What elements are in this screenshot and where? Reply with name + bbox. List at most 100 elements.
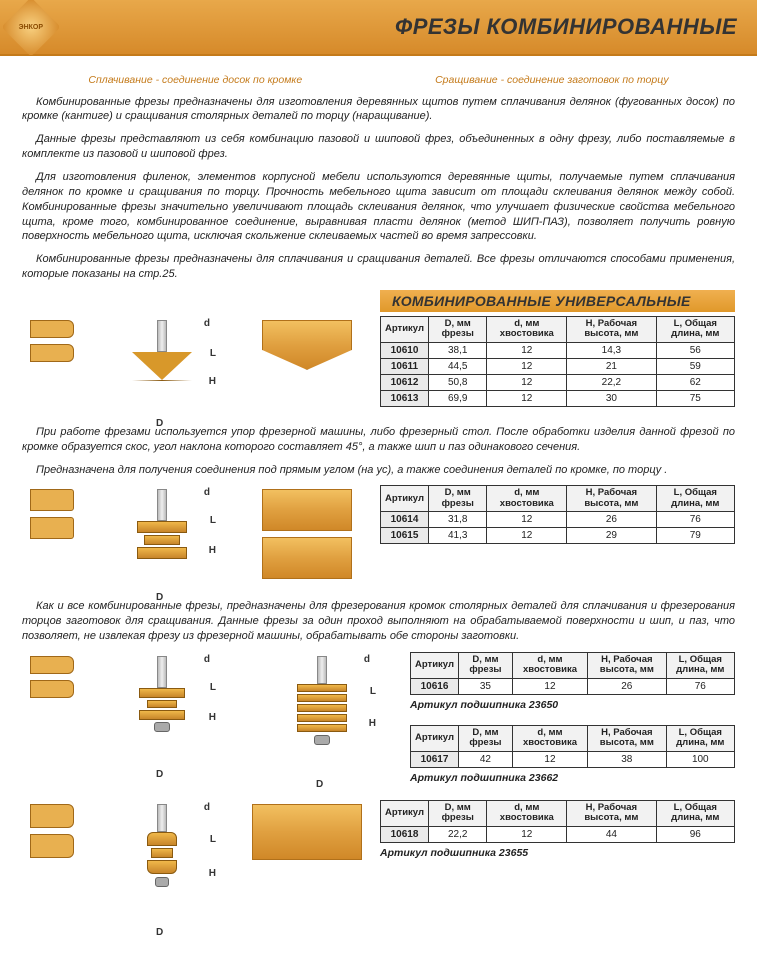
- spec-table-1: Артикул D, мм фрезы d, мм хвостовика H, …: [380, 316, 735, 407]
- cell-article: 10610: [381, 342, 429, 358]
- bit-shank: [157, 320, 167, 352]
- bit-shank: [157, 489, 167, 521]
- cell-d: 12: [487, 390, 567, 406]
- spec-table-3: Артикул D, мм фрезы d, мм хвостовика H, …: [410, 652, 735, 695]
- bit-bearing: [154, 722, 170, 732]
- col-H: H, Рабочая высота, мм: [567, 316, 657, 342]
- table-row: 1061635122676: [411, 678, 735, 694]
- dim-d: d: [204, 487, 210, 498]
- bit-cutter-disc: [144, 535, 180, 545]
- brand-logo: ЭНКОР: [1, 0, 60, 57]
- cell-H: 38: [588, 751, 666, 767]
- bit-shank: [157, 804, 167, 832]
- bit-cutter-fin: [297, 724, 347, 732]
- cell-L: 96: [656, 826, 734, 842]
- mid-para-2: Как и все комбинированные фрезы, предназ…: [22, 599, 735, 644]
- dim-d: d: [364, 654, 370, 665]
- wood-sample-1: [242, 316, 372, 374]
- wood-sample-2: [242, 485, 372, 583]
- bit-cutter-fin: [297, 684, 347, 692]
- col-d: d, мм хвостовика: [487, 486, 567, 512]
- cell-d: 12: [487, 342, 567, 358]
- header-bar: ЭНКОР ФРЕЗЫ КОМБИНИРОВАННЫЕ: [0, 0, 757, 56]
- col-d: d, мм хвостовика: [512, 652, 587, 678]
- bit-shank: [317, 656, 327, 684]
- wood-block: [252, 804, 362, 860]
- dim-D: D: [156, 418, 163, 429]
- table-row: 1061250,81222,262: [381, 374, 735, 390]
- cell-H: 30: [567, 390, 657, 406]
- profile-strip: [30, 656, 74, 674]
- bearing-note-4: Артикул подшипника 23662: [410, 772, 735, 784]
- subheading-row: Сплачивание - соединение досок по кромке…: [22, 74, 735, 87]
- table-row: 1061822,2124496: [381, 826, 735, 842]
- mid-para-1: При работе фрезами используется упор фре…: [22, 425, 735, 455]
- table-row: 1061038,11214,356: [381, 342, 735, 358]
- cell-H: 44: [567, 826, 657, 842]
- dim-L: L: [210, 348, 216, 359]
- cell-d: 12: [487, 374, 567, 390]
- bit-cutter-disc: [139, 710, 185, 720]
- dim-L: L: [210, 515, 216, 526]
- product-row-1: d L H D Артикул D, мм фрезы d, мм хвосто…: [22, 316, 735, 419]
- bit-diagram-1: d L H D: [82, 316, 242, 419]
- cell-article: 10617: [411, 751, 459, 767]
- cell-L: 56: [656, 342, 734, 358]
- col-D: D, мм фрезы: [458, 725, 512, 751]
- spec-table-4: Артикул D, мм фрезы d, мм хвостовика H, …: [410, 725, 735, 768]
- intro-para-4: Комбинированные фрезы предназначены для …: [22, 252, 735, 282]
- profile-strip: [30, 804, 74, 828]
- profile-samples-3: [22, 652, 82, 702]
- col-d: d, мм хвостовика: [487, 316, 567, 342]
- cell-article: 10614: [381, 512, 429, 528]
- dim-D: D: [156, 769, 163, 780]
- bearing-note-5: Артикул подшипника 23655: [380, 847, 735, 859]
- cell-D: 38,1: [428, 342, 487, 358]
- page-title: ФРЕЗЫ КОМБИНИРОВАННЫЕ: [395, 14, 737, 40]
- dim-H: H: [209, 545, 216, 556]
- table-row: 1061541,3122979: [381, 528, 735, 544]
- profile-strip: [30, 834, 74, 858]
- cell-D: 50,8: [428, 374, 487, 390]
- cell-d: 12: [512, 751, 587, 767]
- wood-block: [262, 489, 352, 531]
- dim-D: D: [156, 927, 163, 938]
- col-D: D, мм фрезы: [428, 800, 487, 826]
- cell-D: 22,2: [428, 826, 487, 842]
- col-H: H, Рабочая высота, мм: [588, 652, 666, 678]
- cell-D: 42: [458, 751, 512, 767]
- cell-H: 29: [567, 528, 657, 544]
- table-body: 10617421238100: [411, 751, 735, 767]
- bit-diagram-2: d L H D: [82, 485, 242, 593]
- table-body: 1061431,81226761061541,3122979: [381, 512, 735, 544]
- dim-H: H: [209, 376, 216, 387]
- dim-D: D: [156, 592, 163, 603]
- col-H: H, Рабочая высота, мм: [567, 486, 657, 512]
- dim-d: d: [204, 802, 210, 813]
- bit-shank: [157, 656, 167, 688]
- section-band-universal: КОМБИНИРОВАННЫЕ УНИВЕРСАЛЬНЫЕ: [380, 290, 735, 312]
- cell-article: 10613: [381, 390, 429, 406]
- intro-para-3: Для изготовления филенок, элементов корп…: [22, 170, 735, 244]
- cell-d: 12: [487, 358, 567, 374]
- dim-L: L: [210, 834, 216, 845]
- cell-article: 10612: [381, 374, 429, 390]
- bit-diagram-3: d L H D: [82, 652, 242, 770]
- cell-L: 62: [656, 374, 734, 390]
- profile-samples-2: [22, 485, 82, 543]
- cell-H: 21: [567, 358, 657, 374]
- col-L: L, Общая длина, мм: [666, 652, 734, 678]
- col-D: D, мм фрезы: [428, 316, 487, 342]
- cell-D: 35: [458, 678, 512, 694]
- col-d: d, мм хвостовика: [487, 800, 567, 826]
- cell-d: 12: [487, 528, 567, 544]
- col-d: d, мм хвостовика: [512, 725, 587, 751]
- bit-bearing: [314, 735, 330, 745]
- table-body: 1061038,11214,3561061144,51221591061250,…: [381, 342, 735, 406]
- profile-samples-4: [22, 800, 82, 862]
- col-L: L, Общая длина, мм: [656, 486, 734, 512]
- col-L: L, Общая длина, мм: [656, 316, 734, 342]
- col-D: D, мм фрезы: [458, 652, 512, 678]
- bit-cutter-vee: [132, 352, 192, 381]
- bit-diagram-3b: d L H D: [242, 652, 402, 780]
